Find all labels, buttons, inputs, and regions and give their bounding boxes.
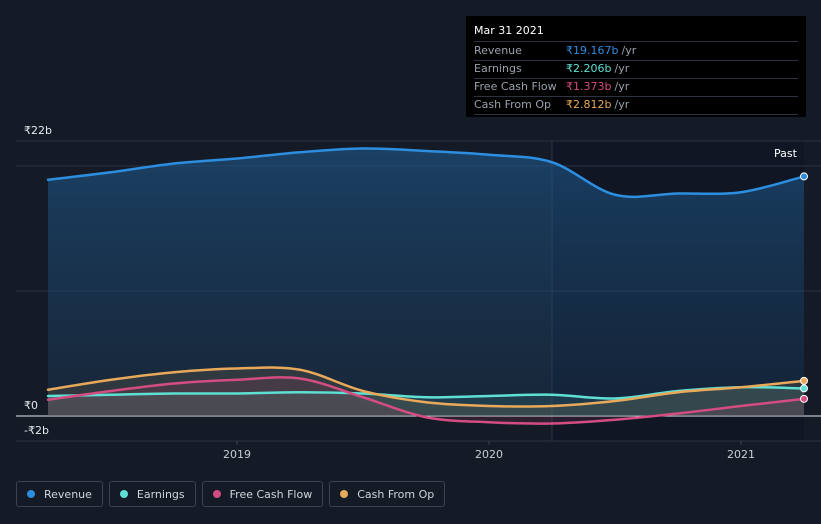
end-point-free-cash-flow (800, 394, 808, 403)
legend-label: Revenue (44, 487, 92, 501)
legend-item-earnings[interactable]: Earnings (108, 481, 196, 507)
x-tick-label: 2020 (475, 448, 503, 461)
tooltip-row-cash-from-op: Cash From Op ₹2.812b /yr (474, 97, 798, 115)
x-axis-ticks: 2019 2020 2021 (223, 441, 755, 461)
tooltip-date: Mar 31 2021 (474, 23, 798, 42)
legend-dot-icon (212, 490, 221, 498)
y-axis-ticks: ₹22b ₹0 -₹2b (24, 124, 52, 437)
x-tick-label: 2019 (223, 448, 251, 461)
area-revenue (48, 148, 804, 416)
tooltip-label: Revenue (474, 44, 522, 57)
line-revenue (46, 147, 806, 199)
tooltip-value: ₹2.812b (566, 98, 612, 111)
tooltip-row-earnings: Earnings ₹2.206b /yr (474, 61, 798, 79)
y-tick-label: ₹22b (24, 124, 52, 137)
end-point-revenue (800, 172, 808, 181)
series-lines (46, 147, 806, 425)
y-tick-label: ₹0 (24, 399, 38, 412)
legend-label: Cash From Op (357, 487, 435, 501)
x-tick-label: 2021 (727, 448, 755, 461)
legend-dot-icon (340, 490, 349, 498)
tooltip-label: Free Cash Flow (474, 80, 557, 93)
tooltip-unit: /yr (621, 44, 637, 57)
area-free-cash-flow (48, 377, 804, 424)
legend-item-revenue[interactable]: Revenue (16, 481, 103, 507)
end-point-cash-from-op (800, 376, 808, 385)
tooltip-value: ₹2.206b (566, 62, 612, 75)
tooltip-row-revenue: Revenue ₹19.167b /yr (474, 43, 798, 61)
legend-dot-icon (119, 490, 128, 498)
tooltip: Mar 31 2021 Revenue ₹19.167b /yr Earning… (466, 16, 806, 117)
line-cash-from-op (46, 366, 806, 408)
legend-item-cash-from-op[interactable]: Cash From Op (329, 481, 446, 507)
line-free-cash-flow (46, 376, 806, 425)
tooltip-row-free-cash-flow: Free Cash Flow ₹1.373b /yr (474, 79, 798, 97)
tooltip-value: ₹19.167b (566, 44, 619, 57)
tooltip-unit: /yr (614, 62, 630, 75)
tooltip-value: ₹1.373b (566, 80, 612, 93)
end-markers (800, 172, 808, 403)
legend-item-free-cash-flow[interactable]: Free Cash Flow (201, 481, 324, 507)
tooltip-unit: /yr (614, 80, 630, 93)
tooltip-label: Cash From Op (474, 98, 552, 111)
legend-label: Earnings (136, 487, 185, 501)
legend-label: Free Cash Flow (229, 487, 313, 501)
end-point-earnings (800, 384, 808, 393)
past-label: Past (774, 147, 797, 160)
legend-dot-icon (27, 490, 35, 498)
tooltip-label: Earnings (474, 62, 522, 75)
legend: Revenue Earnings Free Cash Flow Cash Fro… (16, 481, 446, 507)
tooltip-unit: /yr (614, 98, 630, 111)
y-tick-label: -₹2b (24, 424, 49, 437)
